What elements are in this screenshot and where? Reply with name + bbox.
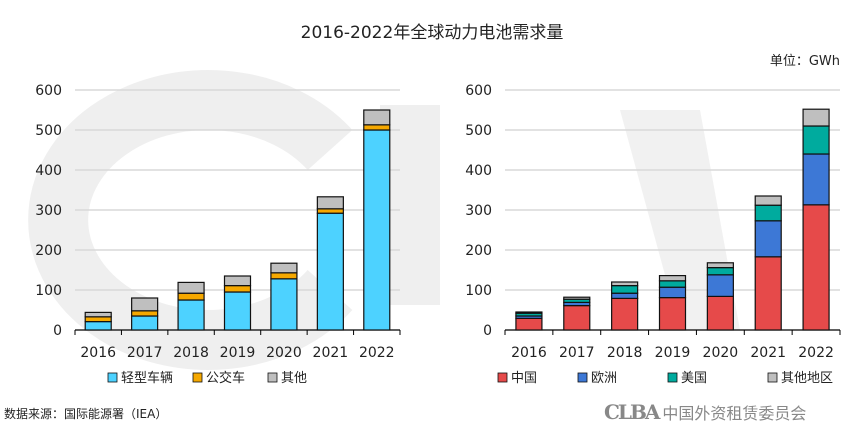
bar-segment [515, 317, 543, 331]
x-tick-label: 2016 [511, 345, 547, 361]
legend-swatch [667, 372, 678, 383]
legend-label: 中国 [511, 371, 537, 386]
legend-label: 其他地区 [781, 371, 833, 386]
legend-swatch [107, 372, 118, 383]
y-tick-label: 500 [35, 123, 62, 139]
x-tick-label: 2022 [798, 345, 834, 361]
y-tick-label: 0 [483, 323, 492, 339]
bar-segment [563, 305, 591, 331]
bar-segment [658, 297, 687, 331]
legend-swatch [577, 372, 588, 383]
legend-label: 欧洲 [591, 371, 617, 386]
bar-segment [131, 315, 159, 331]
source-note: 数据来源：国际能源署（IEA） [4, 407, 168, 421]
y-tick-label: 100 [465, 283, 492, 299]
y-tick-label: 300 [465, 203, 492, 219]
bar-segment [611, 292, 639, 300]
legend-label: 其他 [281, 371, 307, 386]
legend-label: 公交车 [206, 370, 245, 386]
y-tick-label: 100 [35, 283, 62, 299]
y-tick-label: 600 [465, 83, 492, 99]
y-tick-label: 500 [465, 123, 492, 139]
x-tick-label: 2019 [655, 345, 691, 361]
bar-segment [754, 204, 782, 222]
bar-segment [177, 299, 205, 331]
y-tick-label: 300 [35, 203, 62, 219]
bar-segment [316, 208, 344, 214]
legend-swatch [192, 372, 203, 383]
bar-segment [658, 280, 687, 288]
x-tick-label: 2017 [559, 345, 595, 361]
bar-segment [754, 256, 782, 331]
x-tick-label: 2020 [266, 345, 302, 361]
x-tick-label: 2021 [750, 345, 786, 361]
bar-segment [802, 153, 830, 206]
x-tick-label: 2022 [359, 345, 395, 361]
y-tick-label: 0 [53, 323, 62, 339]
bar-segment [270, 278, 298, 331]
watermark-logo-c [28, 70, 353, 370]
bar-segment [611, 297, 639, 331]
x-tick-label: 2020 [703, 345, 739, 361]
bar-segment [131, 310, 159, 317]
legend-swatch [267, 372, 278, 383]
unit-label: 单位：GWh [769, 54, 840, 69]
logo: CLBA 中国外资租赁委员会 [604, 400, 806, 424]
x-tick-label: 2019 [220, 345, 256, 361]
legend-swatch [767, 372, 778, 383]
bar-segment [270, 272, 298, 280]
bar-segment [131, 297, 159, 312]
x-tick-label: 2018 [173, 345, 209, 361]
bar-segment [515, 311, 543, 314]
logo-name: 中国外资租赁委员会 [662, 404, 807, 423]
bar-segment [223, 291, 252, 331]
bar-segment [270, 262, 298, 274]
bar-segment [706, 274, 734, 297]
bar-segment [802, 125, 830, 155]
y-tick-label: 200 [35, 243, 62, 259]
x-tick-label: 2017 [127, 345, 163, 361]
bar-segment [84, 316, 112, 323]
chart-title: 2016-2022年全球动力电池需求量 [300, 23, 564, 43]
bar-segment [316, 212, 344, 331]
logo-mark: CLBA [604, 400, 660, 424]
bar-segment [363, 109, 391, 126]
y-tick-label: 400 [465, 163, 492, 179]
bar-segment [84, 311, 112, 318]
bar-segment [563, 296, 591, 300]
legend-label: 美国 [681, 371, 707, 386]
bar-segment [611, 285, 639, 294]
x-tick-label: 2018 [607, 345, 643, 361]
x-tick-label: 2016 [80, 345, 116, 361]
bar-segment [706, 262, 734, 269]
bar-segment [754, 195, 782, 206]
bar-segment [802, 108, 830, 127]
bar-segment [363, 124, 391, 131]
bar-segment [658, 286, 687, 299]
bar-segment [802, 204, 830, 331]
bar-segment [177, 281, 205, 294]
bar-segment [611, 281, 639, 287]
y-tick-label: 400 [35, 163, 62, 179]
bar-segment [363, 129, 391, 331]
y-tick-label: 200 [465, 243, 492, 259]
y-tick-label: 600 [35, 83, 62, 99]
bar-segment [754, 220, 782, 258]
x-tick-label: 2021 [313, 345, 349, 361]
bar-segment [177, 292, 205, 301]
bar-segment [223, 285, 252, 293]
bar-segment [658, 275, 687, 282]
bar-segment [706, 295, 734, 331]
bar-segment [223, 275, 252, 287]
bar-segment [706, 267, 734, 276]
legend-swatch [497, 372, 508, 383]
bar-segment [84, 321, 112, 331]
bar-segment [316, 196, 344, 210]
legend-label: 轻型车辆 [121, 370, 173, 386]
